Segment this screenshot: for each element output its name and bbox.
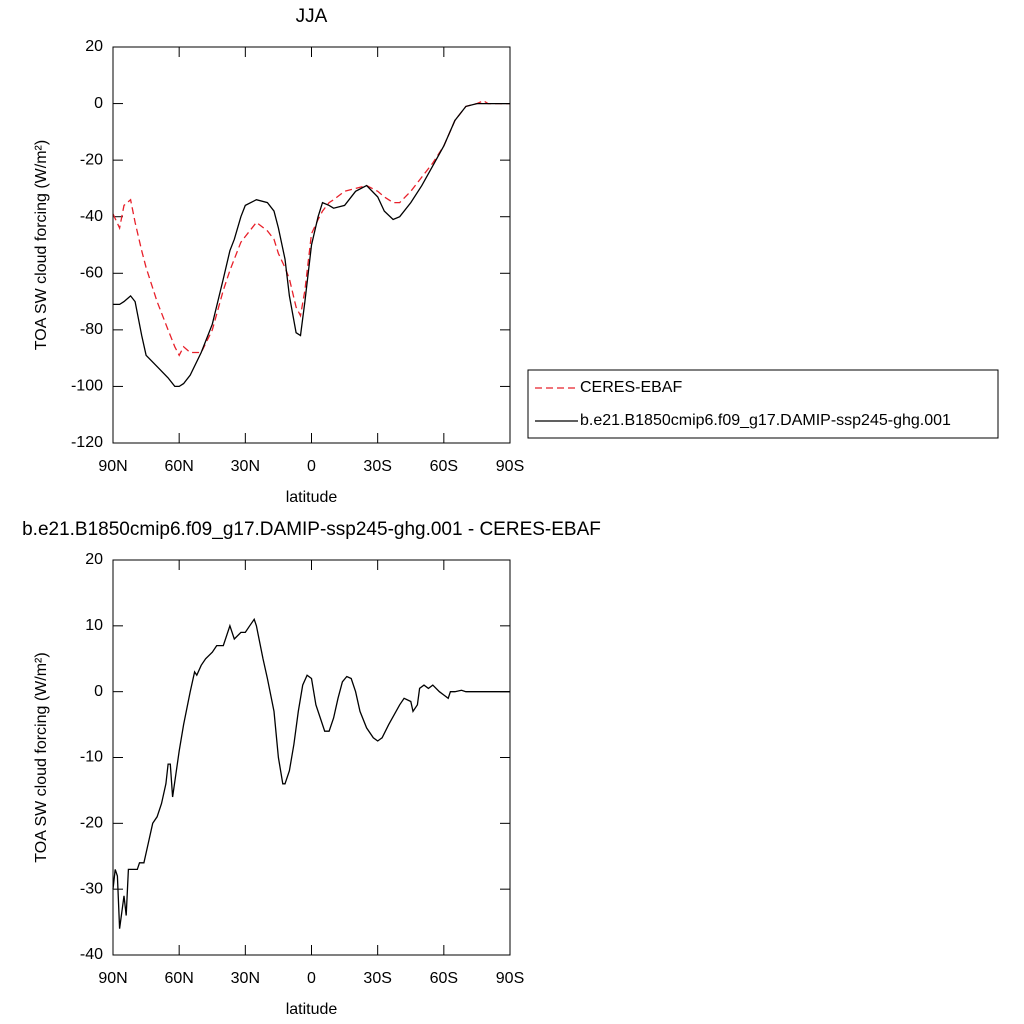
x-tick-label: 60S — [430, 458, 458, 475]
legend-label: b.e21.B1850cmip6.f09_g17.DAMIP-ssp245-gh… — [580, 412, 951, 429]
y-tick-label: -40 — [80, 208, 103, 225]
data-line — [112, 617, 510, 929]
data-line — [113, 102, 510, 388]
y-tick-label: 10 — [85, 617, 103, 634]
x-tick-label: 30N — [231, 970, 260, 987]
y-tick-label: -10 — [80, 749, 103, 766]
x-tick-label: 90N — [98, 458, 127, 475]
legend-box — [527, 369, 999, 439]
data-line — [112, 99, 510, 357]
y-axis-label: TOA SW cloud forcing (W/m²) — [33, 652, 50, 862]
y-tick-label: 0 — [94, 683, 103, 700]
y-tick-label: -20 — [80, 151, 103, 168]
y-tick-label: -80 — [80, 321, 103, 338]
y-tick-label: -30 — [80, 880, 103, 897]
y-axis-label: TOA SW cloud forcing (W/m²) — [33, 140, 50, 350]
y-tick-label: -40 — [80, 946, 103, 963]
x-tick-label: 30N — [231, 458, 260, 475]
x-axis-label: latitude — [286, 489, 338, 506]
y-tick-label: -120 — [71, 434, 103, 451]
plot-frame — [112, 559, 511, 956]
legend-label: CERES-EBAF — [580, 379, 682, 396]
x-tick-label: 90S — [496, 970, 524, 987]
x-tick-label: 30S — [363, 970, 391, 987]
y-tick-label: -20 — [80, 815, 103, 832]
x-tick-label: 30S — [363, 458, 391, 475]
x-tick-label: 0 — [307, 458, 316, 475]
y-tick-label: -60 — [80, 265, 103, 282]
y-tick-label: 20 — [85, 551, 103, 568]
y-tick-label: -100 — [71, 378, 103, 395]
y-tick-label: 20 — [85, 38, 103, 55]
x-tick-label: 60N — [164, 458, 193, 475]
chart-title: b.e21.B1850cmip6.f09_g17.DAMIP-ssp245-gh… — [22, 519, 601, 540]
x-tick-label: 60S — [430, 970, 458, 987]
y-tick-label: 0 — [94, 95, 103, 112]
plot-frame — [112, 46, 511, 444]
chart-title: JJA — [296, 6, 328, 27]
x-axis-label: latitude — [286, 1001, 338, 1018]
x-tick-label: 90N — [98, 970, 127, 987]
x-tick-label: 0 — [307, 970, 316, 987]
x-tick-label: 90S — [496, 458, 524, 475]
x-tick-label: 60N — [164, 970, 193, 987]
